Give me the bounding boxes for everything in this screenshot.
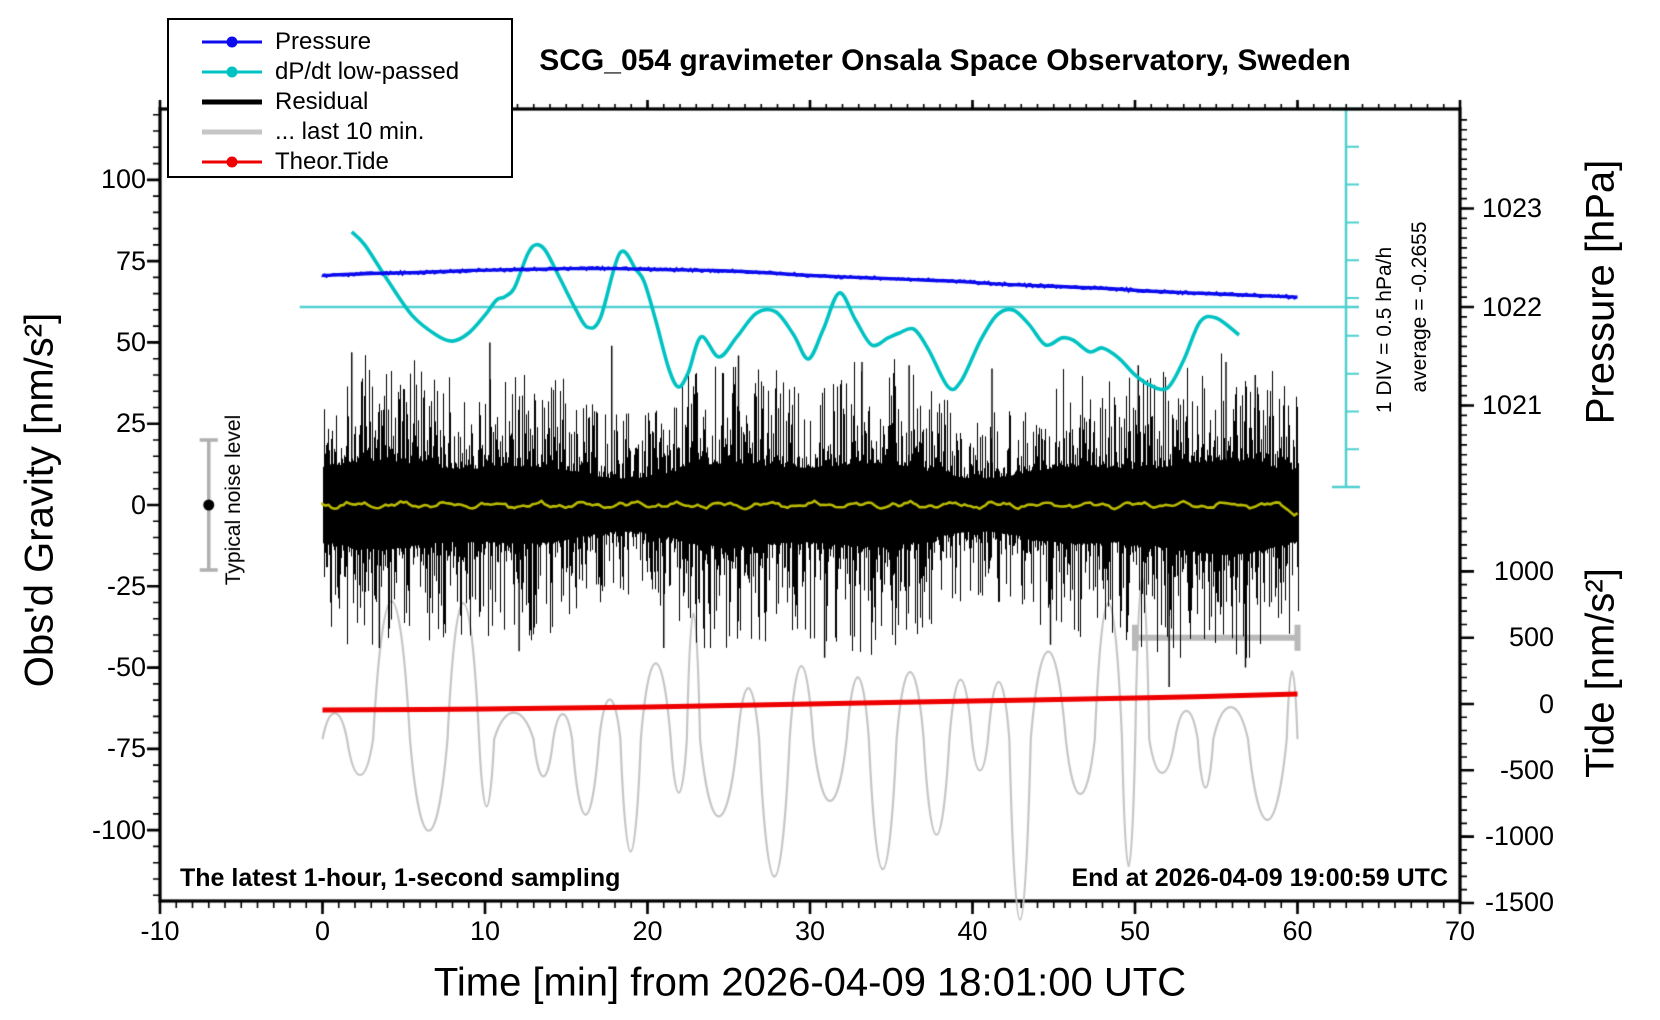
pressure-tick-label: 1021 xyxy=(1482,390,1543,420)
legend-label: Theor.Tide xyxy=(275,148,389,175)
legend-item--last-10-min-: ... last 10 min. xyxy=(169,117,511,147)
tide-tick-label: -500 xyxy=(1499,754,1554,785)
average-annotation: average = -0.2655 xyxy=(1408,221,1431,393)
gravity-tick-label: 50 xyxy=(115,326,146,357)
gravity-tick-label: -50 xyxy=(106,652,146,683)
tide-tick-label: 500 xyxy=(1508,622,1554,653)
end-time-note: End at 2026-04-09 19:00:59 UTC xyxy=(1071,864,1448,892)
time-tick-label: 50 xyxy=(1119,916,1151,946)
legend-line-sample xyxy=(202,87,262,117)
legend-dot xyxy=(226,66,238,78)
gravity-tick-label: -100 xyxy=(91,814,146,845)
time-tick-label: 70 xyxy=(1444,916,1476,946)
time-tick-label: 60 xyxy=(1282,916,1313,946)
gravity-axis-label: Obs'd Gravity [nm/s²] xyxy=(17,312,62,688)
gravity-tick-label: 100 xyxy=(100,164,146,195)
time-tick-label: 20 xyxy=(632,916,663,946)
legend-line xyxy=(202,99,262,105)
legend-line xyxy=(202,129,262,135)
legend-item-theor-tide: Theor.Tide xyxy=(169,147,511,177)
legend-line-sample xyxy=(202,57,262,87)
time-tick-label: 30 xyxy=(794,916,826,946)
tide-tick-label: -1000 xyxy=(1484,821,1554,852)
legend-label: Residual xyxy=(275,88,369,115)
pressure-axis-label: Pressure [hPa] xyxy=(1578,159,1623,425)
gravity-tick-label: 75 xyxy=(115,245,146,276)
time-tick-label: -10 xyxy=(140,916,180,946)
legend-line-sample xyxy=(202,147,262,177)
pressure-tick-label: 1022 xyxy=(1482,291,1543,322)
gravity-tick-label: 25 xyxy=(115,408,146,439)
legend-item-pressure: Pressure xyxy=(169,27,511,57)
gravity-tick-label: -75 xyxy=(106,733,146,764)
tide-axis-label: Tide [nm/s²] xyxy=(1578,568,1623,778)
div-scale-annotation: 1 DIV = 0.5 hPa/h xyxy=(1373,246,1396,414)
legend-dot xyxy=(226,156,238,168)
plot-title: SCG_054 gravimeter Onsala Space Observat… xyxy=(539,44,1351,77)
tide-tick-label: -1500 xyxy=(1484,887,1554,918)
noise-level-label: Typical noise level xyxy=(222,414,245,586)
legend-line-sample xyxy=(202,27,262,57)
sampling-note: The latest 1-hour, 1-second sampling xyxy=(180,864,621,892)
time-tick-label: 0 xyxy=(314,916,331,946)
time-tick-label: 40 xyxy=(957,916,988,946)
gravity-tick-label: 0 xyxy=(130,489,146,520)
pressure-tick-label: 1023 xyxy=(1482,193,1543,223)
legend-label: ... last 10 min. xyxy=(275,118,425,145)
legend-line-sample xyxy=(202,117,262,147)
legend-label: dP/dt low-passed xyxy=(275,58,460,85)
time-tick-label: 10 xyxy=(469,916,501,946)
legend: Pressure dP/dt low-passed Residual ... last… xyxy=(167,18,513,178)
tide-tick-label: 1000 xyxy=(1493,555,1554,586)
gravity-tick-label: -25 xyxy=(106,570,146,601)
tide-tick-label: 0 xyxy=(1538,688,1554,719)
legend-item-residual: Residual xyxy=(169,87,511,117)
legend-label: Pressure xyxy=(275,28,372,55)
legend-dot xyxy=(226,36,238,48)
legend-item-dp-dt-low-passed: dP/dt low-passed xyxy=(169,57,511,87)
time-axis-label: Time [min] from 2026-04-09 18:01:00 UTC xyxy=(433,960,1187,1005)
